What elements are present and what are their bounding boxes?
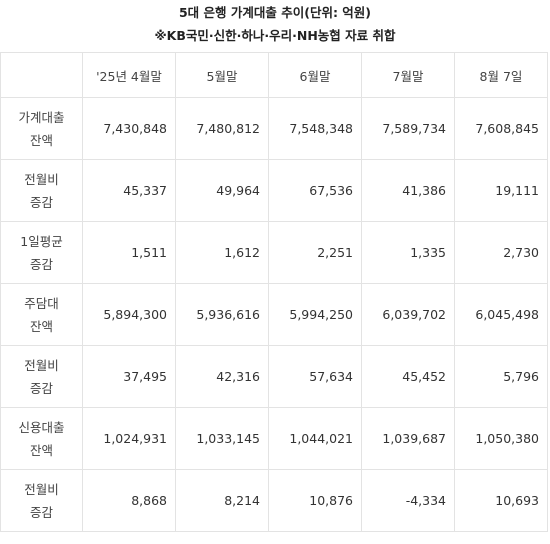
value-cell: 5,936,616 [175, 283, 269, 346]
value-cell: 8,214 [175, 469, 269, 532]
value-cell: 7,480,812 [175, 97, 269, 160]
row-label-line: 가계대출 [18, 109, 65, 125]
value-cell: 1,033,145 [175, 407, 269, 470]
row-label-line: 전월비 [24, 171, 59, 187]
value-cell: 2,730 [454, 221, 548, 284]
row-label-line: 잔액 [29, 318, 53, 334]
value-cell: 45,452 [361, 345, 455, 408]
value-cell: 1,612 [175, 221, 269, 284]
row-label-line: 증감 [29, 504, 53, 520]
value-cell: 7,608,845 [454, 97, 548, 160]
header-cell-jul: 7월말 [361, 52, 455, 98]
value-cell: 19,111 [454, 159, 548, 222]
value-cell: 2,251 [268, 221, 362, 284]
row-label-line: 전월비 [24, 481, 59, 497]
header-row: '25년 4월말 5월말 6월말 7월말 8월 7일 [0, 52, 548, 98]
value-cell: 45,337 [82, 159, 176, 222]
value-cell: 1,044,021 [268, 407, 362, 470]
header-cell-may: 5월말 [175, 52, 269, 98]
value-cell: 7,548,348 [268, 97, 362, 160]
value-cell: 1,024,931 [82, 407, 176, 470]
value-cell: 10,876 [268, 469, 362, 532]
header-cell-jun: 6월말 [268, 52, 362, 98]
header-cell-aug7: 8월 7일 [454, 52, 548, 98]
row-label-line: 1일평균 [20, 233, 63, 249]
row-label-line: 증감 [29, 194, 53, 210]
value-cell: 42,316 [175, 345, 269, 408]
value-cell: 1,511 [82, 221, 176, 284]
value-cell: 57,634 [268, 345, 362, 408]
value-cell: 67,536 [268, 159, 362, 222]
row-label-line: 잔액 [29, 132, 53, 148]
value-cell: 1,050,380 [454, 407, 548, 470]
value-cell: 8,868 [82, 469, 176, 532]
row-label-line: 신용대출 [18, 419, 65, 435]
row-label-line: 주담대 [24, 295, 59, 311]
value-cell: 5,994,250 [268, 283, 362, 346]
value-cell: 6,039,702 [361, 283, 455, 346]
value-cell: 41,386 [361, 159, 455, 222]
header-cell-apr: '25년 4월말 [82, 52, 176, 98]
value-cell: 7,430,848 [82, 97, 176, 160]
table-title: 5대 은행 가계대출 추이(단위: 억원) [178, 5, 372, 20]
value-cell: 5,796 [454, 345, 548, 408]
value-cell: 6,045,498 [454, 283, 548, 346]
value-cell: 37,495 [82, 345, 176, 408]
value-cell: 49,964 [175, 159, 269, 222]
value-cell: 1,039,687 [361, 407, 455, 470]
value-cell: 7,589,734 [361, 97, 455, 160]
row-label-line: 증감 [29, 256, 53, 272]
title-block: 5대 은행 가계대출 추이(단위: 억원) ※KB국민·신한·하나·우리·NH농… [0, 0, 550, 50]
table-subtitle: ※KB국민·신한·하나·우리·NH농협 자료 취합 [154, 28, 396, 43]
value-cell: 1,335 [361, 221, 455, 284]
value-cell: 5,894,300 [82, 283, 176, 346]
row-label-line: 잔액 [29, 442, 53, 458]
row-label-line: 전월비 [24, 357, 59, 373]
row-label-line: 증감 [29, 380, 53, 396]
value-cell: 10,693 [454, 469, 548, 532]
header-cell-empty [0, 52, 83, 98]
value-cell: -4,334 [361, 469, 455, 532]
